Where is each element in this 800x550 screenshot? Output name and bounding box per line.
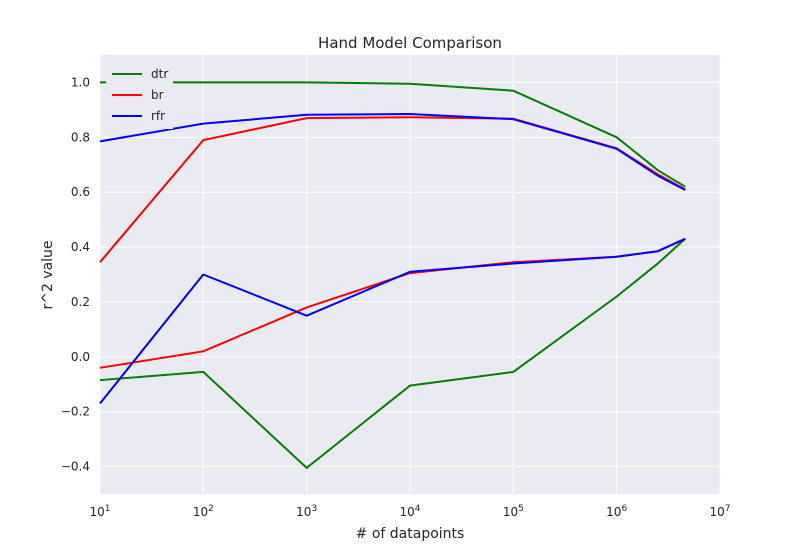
y-tick-label: 1.0 (71, 75, 90, 89)
y-tick-label: −0.2 (61, 405, 90, 419)
legend-label-br: br (151, 88, 164, 102)
y-axis-label: r^2 value (40, 240, 56, 309)
y-tick-labels: −0.4 −0.2 0.0 0.2 0.4 0.6 0.8 1.0 (61, 75, 90, 473)
legend-label-dtr: dtr (151, 67, 168, 81)
x-tick-label: 103 (296, 504, 317, 519)
x-tick-label: 105 (503, 504, 524, 519)
y-tick-label: 0.2 (71, 295, 90, 309)
x-tick-label: 106 (606, 504, 627, 519)
y-tick-label: 0.4 (71, 240, 90, 254)
series-line-rfr (99, 113, 686, 191)
x-axis-label: # of datapoints (356, 526, 465, 542)
y-tick-label: 0.8 (71, 130, 90, 144)
x-tick-label: 101 (89, 504, 110, 519)
x-tick-label: 104 (399, 504, 420, 519)
series-lines (99, 81, 686, 469)
x-tick-label: 102 (193, 504, 214, 519)
x-tick-label: 107 (709, 504, 730, 519)
y-tick-label: 0.6 (71, 185, 90, 199)
x-tick-labels: 101 102 103 104 105 106 107 (89, 504, 730, 519)
legend-label-rfr: rfr (151, 109, 165, 123)
grid (99, 55, 721, 494)
chart-title: Hand Model Comparison (318, 34, 502, 52)
series-line-unlabeled-3 (99, 238, 686, 469)
series-line-unlabeled-5 (99, 237, 686, 405)
series-line-dtr (100, 81, 686, 188)
y-tick-label: −0.4 (61, 460, 90, 474)
legend: dtr br rfr (106, 61, 173, 129)
y-tick-label: 0.0 (71, 350, 90, 364)
